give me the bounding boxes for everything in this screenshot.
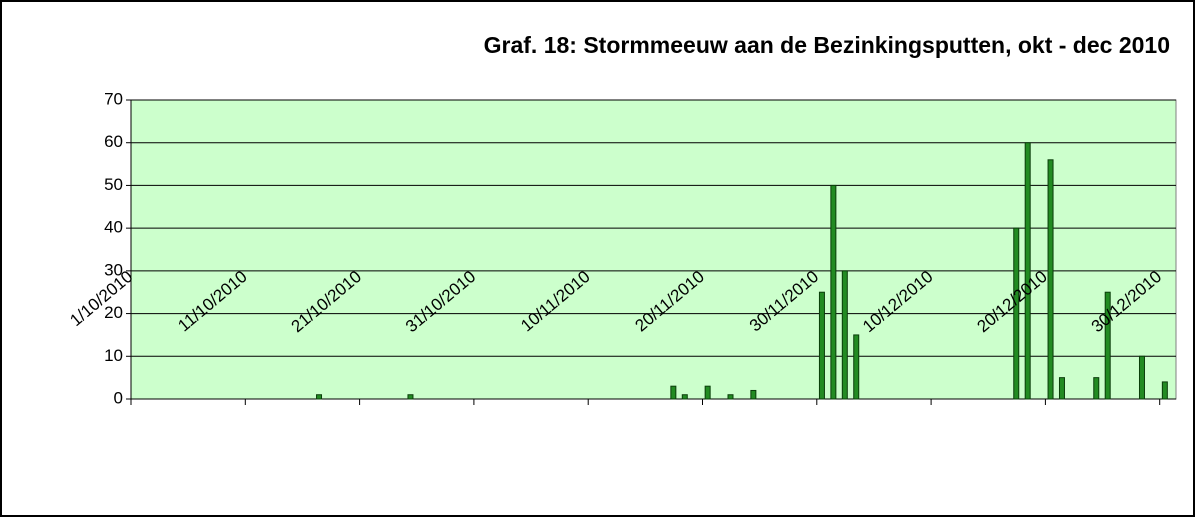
bar: [1047, 159, 1054, 400]
y-tick-label: 60: [104, 132, 123, 151]
bar: [1104, 291, 1111, 400]
bar: [681, 394, 688, 400]
y-tick-label: 70: [104, 89, 123, 108]
bar: [1161, 381, 1168, 400]
bar: [704, 385, 711, 400]
bar: [841, 270, 848, 400]
bar: [727, 394, 734, 400]
bar: [1024, 142, 1031, 400]
bar: [1093, 377, 1100, 400]
bar: [1013, 227, 1020, 400]
y-tick-label: 20: [104, 303, 123, 322]
y-tick-label: 30: [104, 260, 123, 279]
plot-area: [130, 99, 1177, 400]
bar: [316, 394, 323, 400]
bar: [1058, 377, 1065, 400]
bar: [1138, 355, 1145, 400]
y-tick-label: 10: [104, 346, 123, 365]
bar: [853, 334, 860, 400]
bar: [818, 291, 825, 400]
bar: [750, 389, 757, 400]
bar: [830, 184, 837, 400]
y-tick-label: 40: [104, 218, 123, 237]
y-tick-label: 50: [104, 175, 123, 194]
chart-title: Graf. 18: Stormmeeuw aan de Bezinkingspu…: [484, 32, 1170, 58]
y-tick-label: 0: [114, 388, 123, 407]
bar: [670, 385, 677, 400]
bar: [407, 394, 414, 400]
